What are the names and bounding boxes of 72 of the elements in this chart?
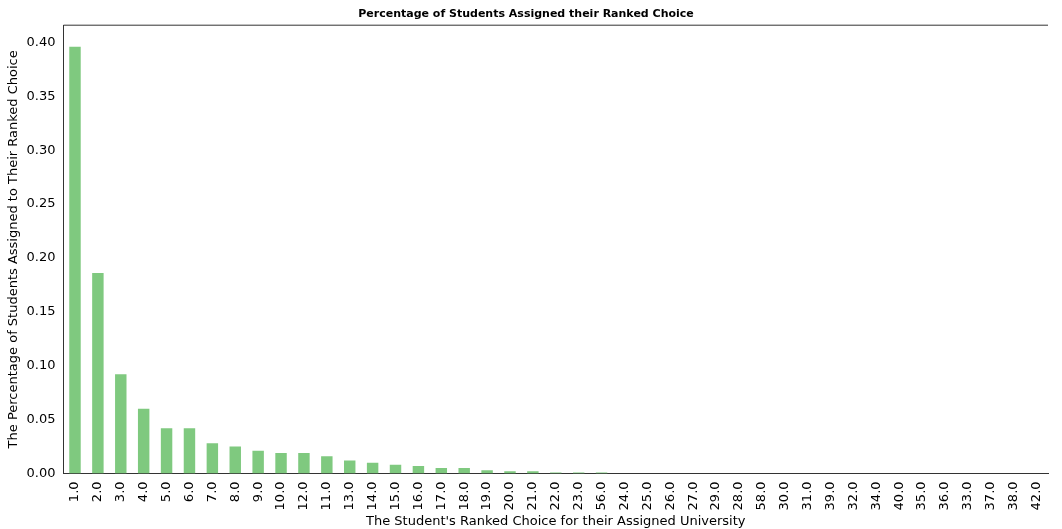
- x-tick-label: 3.0: [112, 481, 128, 503]
- x-tick-label: 33.0: [959, 481, 975, 511]
- x-tick-label: 2.0: [89, 481, 105, 503]
- x-tick-label: 28.0: [730, 481, 746, 511]
- x-tick-label: 4.0: [135, 481, 151, 503]
- x-tick-label: 26.0: [661, 481, 677, 511]
- x-tick-label: 23.0: [570, 481, 586, 511]
- x-tick-label: 10.0: [272, 481, 288, 511]
- x-tick-label: 14.0: [363, 481, 379, 511]
- y-tick-label: 0.20: [26, 249, 56, 265]
- x-tick-label: 29.0: [707, 481, 723, 511]
- x-tick-label: 31.0: [798, 481, 814, 511]
- x-tick-label: 39.0: [821, 481, 837, 511]
- x-tick-label: 12.0: [295, 481, 311, 511]
- bar: [92, 273, 104, 474]
- x-tick-label: 22.0: [547, 481, 563, 511]
- x-tick-label: 25.0: [638, 481, 654, 511]
- y-tick-label: 0.35: [26, 87, 56, 103]
- x-tick-label: 5.0: [157, 481, 173, 503]
- bar: [458, 468, 470, 474]
- x-tick-label: 42.0: [1027, 481, 1043, 511]
- x-tick-label: 35.0: [913, 481, 929, 511]
- bar: [160, 428, 173, 474]
- bar: [137, 408, 150, 474]
- bar: [481, 470, 493, 474]
- x-tick-label: 17.0: [432, 481, 448, 511]
- bar: [206, 443, 219, 474]
- y-tick-label: 0.05: [26, 410, 56, 426]
- x-tick-label: 13.0: [341, 481, 357, 511]
- x-tick-label: 19.0: [478, 481, 494, 511]
- y-tick-label: 0.00: [26, 464, 56, 480]
- x-tick-label: 24.0: [615, 481, 631, 511]
- x-tick-label: 34.0: [867, 481, 883, 511]
- bar: [412, 465, 425, 474]
- y-tick-label: 0.40: [26, 33, 56, 49]
- bar: [527, 471, 539, 474]
- bar: [69, 46, 81, 474]
- chart-title: Percentage of Students Assigned their Ranked Choice: [358, 7, 694, 21]
- x-tick-label: 18.0: [455, 481, 471, 511]
- x-tick-label: 8.0: [226, 481, 242, 503]
- x-tick-label: 1.0: [66, 481, 82, 503]
- x-tick-label: 40.0: [890, 481, 906, 511]
- x-tick-label: 16.0: [409, 481, 425, 511]
- x-tick-label: 38.0: [1005, 481, 1021, 511]
- bar: [252, 450, 264, 474]
- x-tick-label: 11.0: [318, 481, 334, 511]
- x-tick-label: 6.0: [180, 481, 196, 503]
- bar: [298, 452, 310, 474]
- y-tick-label: 0.25: [26, 195, 56, 211]
- bar: [504, 471, 516, 474]
- y-tick-label: 0.15: [26, 303, 56, 319]
- x-tick-label: 36.0: [936, 481, 952, 511]
- y-tick-label: 0.30: [26, 141, 56, 157]
- y-tick-label: 0.10: [26, 357, 56, 373]
- x-tick-label: 32.0: [844, 481, 860, 511]
- bar: [183, 428, 196, 474]
- x-tick-label: 58.0: [753, 481, 769, 511]
- bar: [229, 446, 241, 474]
- x-tick-label: 21.0: [524, 481, 540, 511]
- bar: [115, 374, 127, 474]
- y-axis-title: The Percentage of Students Assigned to Their Ranked Choice: [5, 50, 21, 450]
- bar: [275, 452, 287, 474]
- x-tick-label: 30.0: [776, 481, 792, 511]
- x-tick-label: 20.0: [501, 481, 517, 511]
- x-tick-label: 27.0: [684, 481, 700, 511]
- x-tick-label: 37.0: [982, 481, 998, 511]
- x-tick-label: 7.0: [203, 481, 219, 503]
- bar: [321, 456, 333, 474]
- x-tick-label: 15.0: [386, 481, 402, 511]
- x-tick-label: 56.0: [592, 481, 608, 511]
- x-axis-title: The Student's Ranked Choice for their Assigned University: [365, 512, 746, 528]
- x-tick-label: 9.0: [249, 481, 265, 503]
